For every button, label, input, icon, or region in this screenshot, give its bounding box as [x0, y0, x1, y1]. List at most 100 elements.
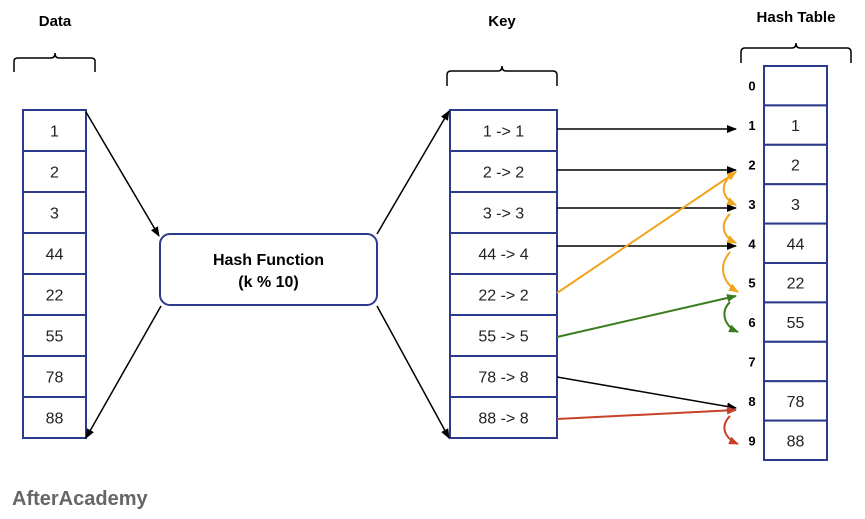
- key-cell-label: 2 -> 2: [483, 165, 524, 182]
- slot-index: 1: [748, 118, 755, 133]
- hash-table-indices: 0 1 2 3 4 5 6 7 8 9: [748, 79, 756, 449]
- hash-table-slot-label: 2: [791, 158, 800, 175]
- data-cell: 3: [22, 191, 87, 234]
- data-cell-label: 44: [46, 247, 64, 264]
- data-cell-label: 22: [46, 288, 64, 305]
- hash-table-slot: 1: [763, 104, 828, 146]
- key-cell-box: [449, 191, 558, 234]
- arrow-key-22: [556, 171, 737, 294]
- data-cell-box: [22, 396, 87, 439]
- hash-table-slot-box: [763, 380, 828, 422]
- hash-table-slot: 78: [763, 380, 828, 422]
- data-cell: 78: [22, 355, 87, 398]
- flow-arrows: [85, 110, 450, 439]
- probe-2-to-3: [722, 175, 737, 206]
- key-cell-label: 3 -> 3: [483, 206, 524, 223]
- key-cell-label: 1 -> 1: [483, 124, 524, 141]
- hash-table-slot: 88: [763, 419, 828, 462]
- key-cell: 2 -> 2: [449, 150, 558, 193]
- hash-table-slot-box: [763, 104, 828, 146]
- key-cell-label: 88 -> 8: [478, 411, 528, 428]
- slot-index: 8: [748, 394, 755, 409]
- collision-path-22: [556, 171, 739, 294]
- data-cell: 2: [22, 150, 87, 193]
- key-cell-box: [449, 314, 558, 357]
- data-cell-label: 55: [46, 329, 64, 346]
- key-cell: 78 -> 8: [449, 355, 558, 398]
- hash-table-slot-box: [763, 340, 828, 383]
- data-column: 1 2 3 44 22 55 78 88: [22, 109, 87, 439]
- hash-table-slot: 55: [763, 301, 828, 343]
- slot-index: 9: [748, 433, 755, 448]
- collision-path-55: [556, 294, 739, 338]
- key-cell-box: [449, 396, 558, 439]
- data-heading: Data: [39, 13, 72, 30]
- key-cell: 3 -> 3: [449, 191, 558, 234]
- key-cell-label: 55 -> 5: [478, 329, 528, 346]
- data-cell: 44: [22, 232, 87, 275]
- key-cell: 44 -> 4: [449, 232, 558, 275]
- hash-table-slot-box: [763, 419, 828, 462]
- hash-to-data-arrow: [85, 305, 162, 439]
- hash-table-slot-box: [763, 183, 828, 225]
- direct-mapping-arrows: [556, 125, 737, 411]
- hash-function-box: Hash Function (k % 10): [159, 233, 378, 306]
- hash-table-slot: [763, 340, 828, 383]
- arrow-key-88: [556, 406, 737, 420]
- hash-table-slot: 2: [763, 143, 828, 186]
- collision-path-88: [556, 406, 739, 445]
- hash-to-key-top-arrow: [376, 110, 450, 235]
- data-cell: 1: [22, 109, 87, 152]
- probe-3-to-4: [722, 213, 737, 244]
- hash-table-slot-label: 55: [787, 315, 805, 332]
- hash-table-heading: Hash Table: [757, 9, 836, 26]
- hash-table-slot-box: [763, 301, 828, 343]
- hash-table-slot: 22: [763, 262, 828, 304]
- data-cell-label: 2: [50, 165, 59, 182]
- data-cell-label: 88: [46, 411, 64, 428]
- data-cell: 22: [22, 273, 87, 316]
- key-cell: 55 -> 5: [449, 314, 558, 357]
- data-to-hash-arrow: [85, 111, 160, 237]
- probe-8-to-9: [723, 415, 739, 445]
- key-brace: [446, 65, 558, 86]
- hash-table-slot-label: 3: [791, 197, 800, 214]
- hash-table-brace: [740, 42, 852, 63]
- hash-table-slot-box: [763, 65, 828, 107]
- hash-table-column: 1 2 3 44 22 55 78 88: [763, 65, 828, 462]
- hash-table-slot-label: 44: [787, 236, 805, 253]
- hash-table-slot-box: [763, 262, 828, 304]
- slot-index: 0: [748, 79, 755, 94]
- hash-function-title: Hash Function: [213, 252, 324, 269]
- data-cell-label: 3: [50, 206, 59, 223]
- hash-table-slot-label: 78: [787, 394, 805, 411]
- data-brace: [13, 52, 96, 72]
- brand-watermark: AfterAcademy: [12, 488, 148, 510]
- key-cell-label: 22 -> 2: [478, 288, 528, 305]
- probe-4-to-5: [722, 251, 739, 293]
- key-cell-box: [449, 232, 558, 275]
- arrow-key-55: [556, 294, 737, 338]
- data-cell: 55: [22, 314, 87, 357]
- key-heading: Key: [488, 13, 516, 30]
- key-cell-box: [449, 150, 558, 193]
- key-cell-label: 78 -> 8: [478, 370, 528, 387]
- data-cell-box: [22, 314, 87, 357]
- data-cell-box: [22, 232, 87, 275]
- slot-index: 7: [748, 355, 755, 370]
- data-cell: 88: [22, 396, 87, 439]
- hash-function-formula: (k % 10): [238, 274, 298, 291]
- slot-index: 4: [748, 236, 756, 251]
- data-cell-label: 1: [50, 124, 59, 141]
- key-column: 1 -> 1 2 -> 2 3 -> 3 44 -> 4 22 -> 2 55 -> 5 7…: [449, 109, 558, 439]
- data-cell-label: 78: [46, 370, 64, 387]
- hash-table-slot: 44: [763, 222, 828, 265]
- hash-table-slot-label: 88: [787, 433, 805, 450]
- slot-index: 2: [748, 158, 755, 173]
- hash-table-slot-box: [763, 222, 828, 265]
- slot-index: 3: [748, 197, 755, 212]
- hash-table-slot: 3: [763, 183, 828, 225]
- hash-to-key-bottom-arrow: [376, 305, 450, 439]
- key-cell-label: 44 -> 4: [478, 247, 528, 264]
- key-cell: 22 -> 2: [449, 273, 558, 316]
